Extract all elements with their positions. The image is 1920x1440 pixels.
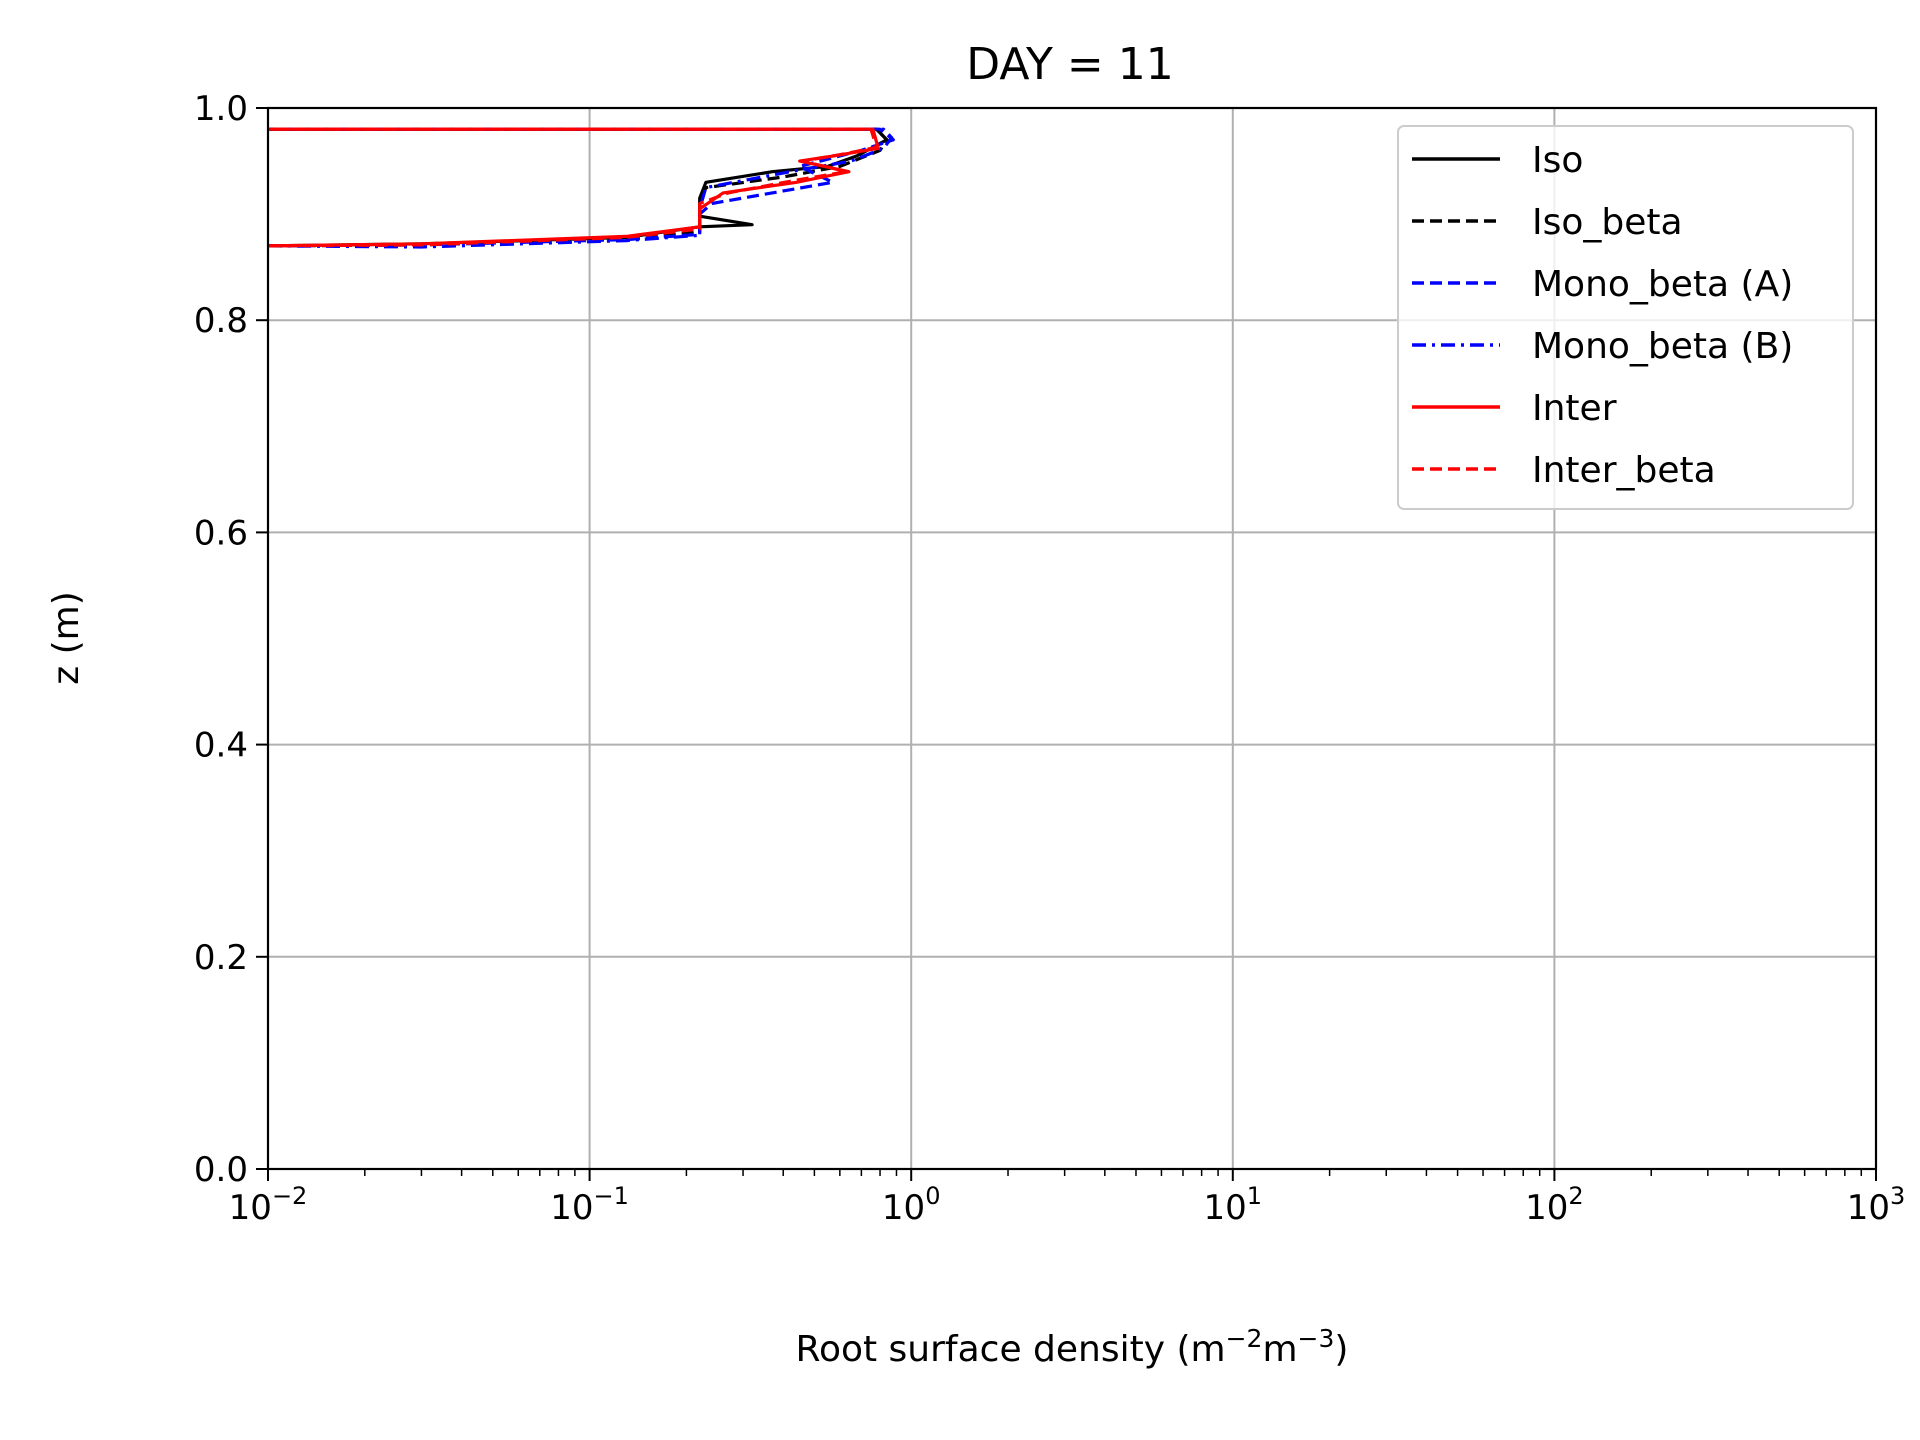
series-group xyxy=(267,127,895,249)
legend-label-1: Iso xyxy=(1532,140,1583,181)
legend-frame xyxy=(1397,125,1854,510)
y-tick-label: 0.8 xyxy=(194,301,248,341)
x-tick-exponent: 0 xyxy=(925,1182,940,1210)
y-tick-label: 0.6 xyxy=(194,513,248,553)
x-axis-title: Root surface density (m−2m−3) xyxy=(796,1324,1349,1370)
x-tick-exponent: −1 xyxy=(594,1182,629,1210)
y-tick-label: 0.0 xyxy=(194,1150,248,1190)
series-line-4 xyxy=(267,127,894,249)
x-axis-title-end: ) xyxy=(1334,1329,1348,1370)
x-tick-base: 10 xyxy=(882,1188,925,1228)
x-tick-label: 101 xyxy=(1204,1182,1263,1228)
series-line-5 xyxy=(267,127,880,248)
series-line-6 xyxy=(267,127,879,248)
x-tick-base: 10 xyxy=(229,1188,272,1228)
x-tick-label: 102 xyxy=(1525,1182,1584,1228)
plot-frame xyxy=(266,106,1878,1171)
legend-label-5: Inter xyxy=(1532,388,1617,429)
y-axis-title: z (m) xyxy=(46,591,87,685)
x-tick-label: 10−2 xyxy=(229,1182,308,1228)
x-axis-title-sup1: −2 xyxy=(1226,1324,1263,1353)
x-axis-title-sup2: −3 xyxy=(1298,1324,1335,1353)
x-tick-exponent: 3 xyxy=(1890,1182,1905,1210)
minor-ticks xyxy=(364,1169,1863,1176)
x-tick-label: 100 xyxy=(882,1182,941,1228)
y-tick-labels: 0.0 0.2 0.4 0.6 0.8 1.0 xyxy=(194,89,248,1190)
legend: Iso Iso_beta Mono_beta (A) Mono_beta (B) Int… xyxy=(1397,125,1854,510)
x-tick-exponent: −2 xyxy=(272,1182,307,1210)
x-tick-base: 10 xyxy=(550,1188,593,1228)
x-tick-base: 10 xyxy=(1204,1188,1247,1228)
x-tick-exponent: 1 xyxy=(1247,1182,1262,1210)
legend-label-2: Iso_beta xyxy=(1532,202,1683,243)
legend-label-6: Inter_beta xyxy=(1532,450,1716,491)
legend-label-4: Mono_beta (B) xyxy=(1532,326,1793,367)
y-tick-label: 0.2 xyxy=(194,938,248,978)
chart-title: DAY = 11 xyxy=(966,39,1174,90)
x-tick-exponent: 2 xyxy=(1568,1182,1583,1210)
y-tick-label: 0.4 xyxy=(194,726,248,766)
x-tick-base: 10 xyxy=(1525,1188,1568,1228)
x-tick-label: 103 xyxy=(1847,1182,1906,1228)
x-tick-base: 10 xyxy=(1847,1188,1890,1228)
x-tick-label: 10−1 xyxy=(550,1182,629,1228)
legend-items: Iso Iso_beta Mono_beta (A) Mono_beta (B) Int… xyxy=(1412,140,1793,491)
y-tick-label: 1.0 xyxy=(194,89,248,129)
major-ticks xyxy=(256,107,1877,1181)
x-axis-title-mid: m xyxy=(1262,1329,1297,1370)
x-tick-labels: 10−2 10−1 100 101 102 103 xyxy=(229,1182,1906,1228)
x-axis-title-main: Root surface density (m xyxy=(796,1329,1226,1370)
legend-label-3: Mono_beta (A) xyxy=(1532,264,1793,305)
